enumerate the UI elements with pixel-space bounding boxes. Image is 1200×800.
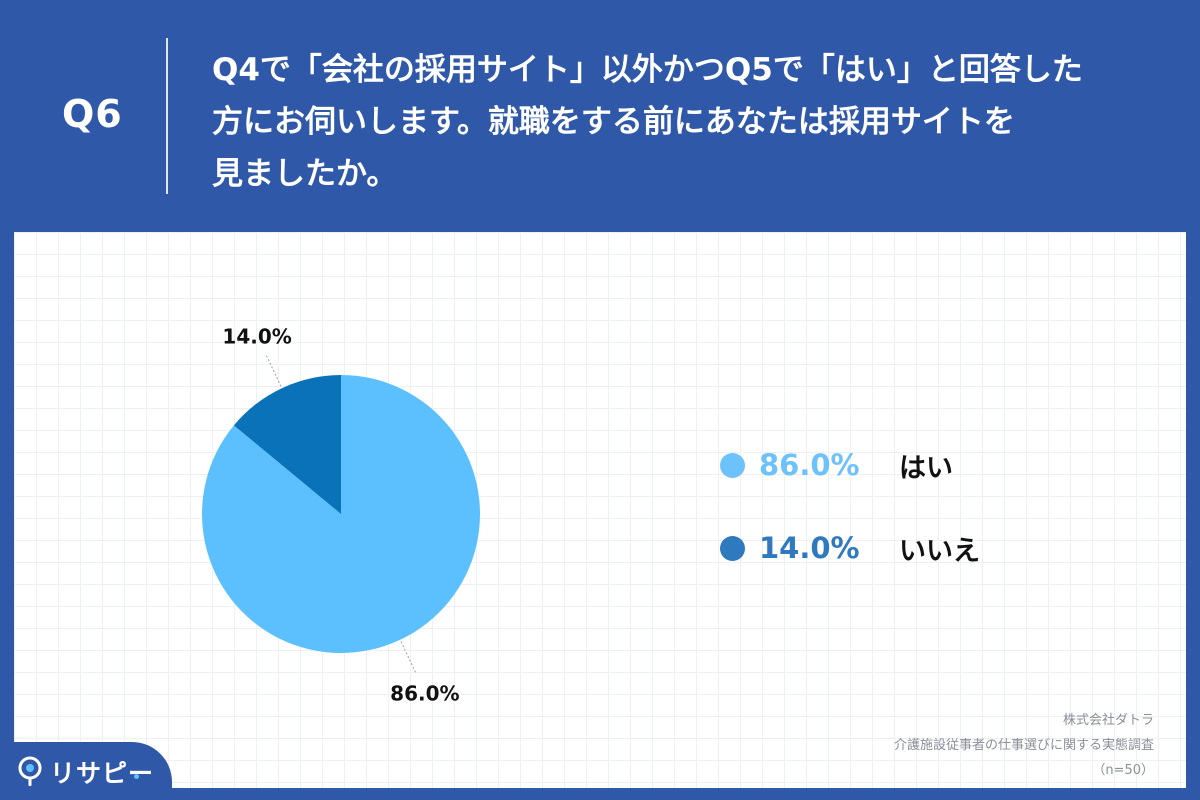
leader-line-no <box>265 353 282 387</box>
legend-label-no: いいえ <box>899 535 980 567</box>
logo-text: リサピー <box>50 759 155 788</box>
legend-label-yes: はい <box>899 452 953 484</box>
legend-dot-yes <box>720 452 745 478</box>
legend-value-no: 14.0% <box>759 531 860 565</box>
legend-dot-no <box>720 535 745 561</box>
data-label-no: 14.0% <box>222 325 291 349</box>
pie-slice-yes <box>201 375 480 654</box>
header-divider <box>166 38 168 194</box>
chart-legend: 86.0% はい 14.0% いいえ <box>720 448 980 614</box>
source-sample: （n=50） <box>1092 763 1154 778</box>
legend-value-yes: 86.0% <box>759 448 860 482</box>
logo-accent-dot <box>134 774 139 779</box>
question-number: Q6 <box>62 92 123 136</box>
source-company: 株式会社ダトラ <box>1062 713 1154 728</box>
legend-item-no: 14.0% いいえ <box>720 531 980 567</box>
pie-slice-no <box>233 375 341 514</box>
logo-pin-icon <box>18 756 42 786</box>
question-header: Q6 Q4で「会社の採用サイト」以外かつQ5で「はい」と回答した 方にお伺いしま… <box>0 0 1200 232</box>
legend-item-yes: 86.0% はい <box>720 448 980 484</box>
source-survey: 介護施設従事者の仕事選びに関する実態調査 <box>893 738 1154 753</box>
data-label-yes: 86.0% <box>390 681 459 705</box>
leader-line-yes <box>400 641 417 675</box>
question-text: Q4で「会社の採用サイト」以外かつQ5で「はい」と回答した 方にお伺いします。就… <box>212 52 1083 192</box>
source-note: 株式会社ダトラ 介護施設従事者の仕事選びに関する実態調査 （n=50） <box>894 708 1154 783</box>
